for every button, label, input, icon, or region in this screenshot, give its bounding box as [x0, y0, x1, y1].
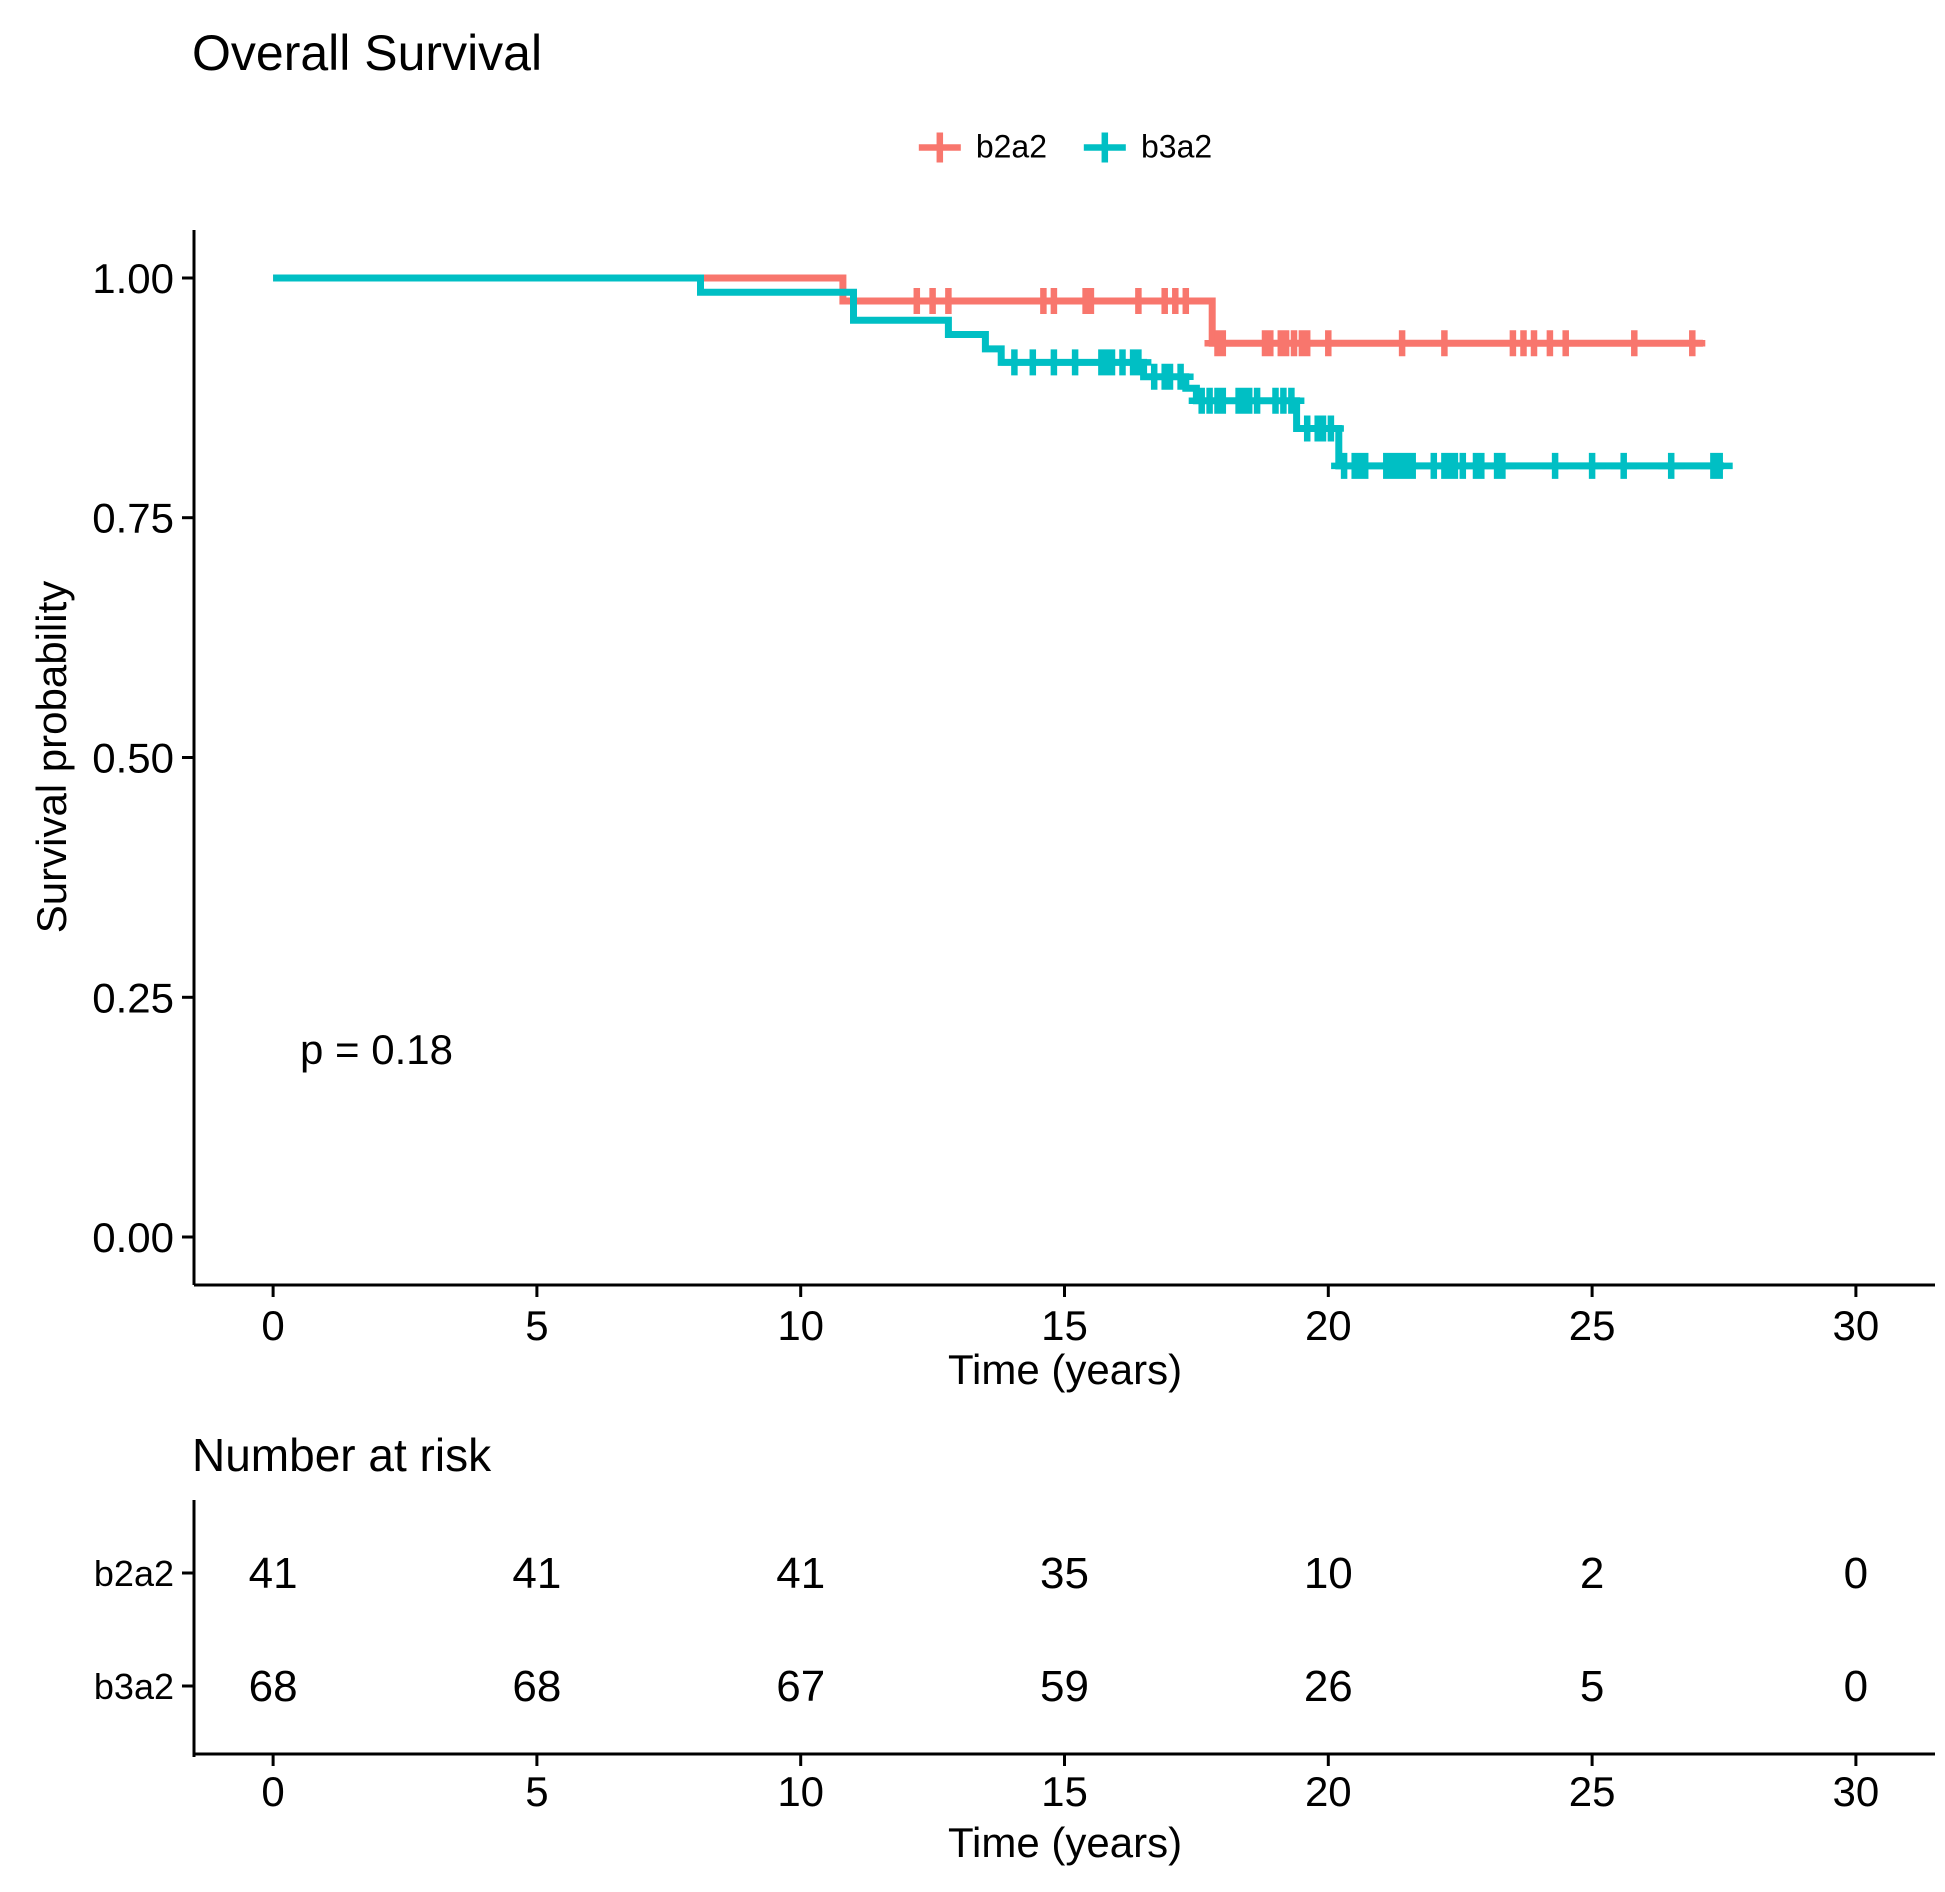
survival-curve-b3a2 [273, 274, 1724, 470]
risk-row-label-b3a2: b3a2 [94, 1666, 174, 1707]
risk-x-tick-label: 25 [1569, 1768, 1616, 1815]
y-axis-title: Survival probability [28, 580, 75, 934]
x-axis-title: Time (years) [947, 1346, 1183, 1393]
risk-row-label-b2a2: b2a2 [94, 1553, 174, 1594]
y-tick-label: 1.00 [92, 255, 174, 302]
x-tick-label: 10 [777, 1302, 824, 1349]
legend-label: b3a2 [1141, 128, 1213, 165]
risk-x-tick-label: 20 [1305, 1768, 1352, 1815]
x-tick-label: 25 [1569, 1302, 1616, 1349]
risk-count-cell: 10 [1304, 1549, 1353, 1598]
risk-count-cell: 41 [249, 1549, 298, 1598]
risk-table-title: Number at risk [192, 1429, 492, 1481]
risk-count-cell: 41 [776, 1549, 825, 1598]
risk-count-cell: 35 [1040, 1549, 1089, 1598]
legend-item-b3a2: b3a2 [1083, 129, 1212, 166]
risk-count-cell: 67 [776, 1662, 825, 1711]
x-tick-label: 20 [1305, 1302, 1352, 1349]
risk-x-tick-label: 15 [1041, 1768, 1088, 1815]
x-tick-label: 5 [525, 1302, 548, 1349]
risk-count-cell: 26 [1304, 1662, 1353, 1711]
legend-plus-icon [918, 129, 962, 165]
y-tick-label: 0.50 [92, 735, 174, 782]
risk-table-x-axis-title: Time (years) [947, 1819, 1183, 1866]
legend-item-b2a2: b2a2 [918, 129, 1047, 166]
censor-marks-b3a2 [1001, 349, 1733, 479]
risk-x-tick-label: 0 [261, 1768, 284, 1815]
chart-title: Overall Survival [192, 25, 543, 81]
p-value-annotation: p = 0.18 [300, 1026, 453, 1073]
risk-x-tick-label: 5 [525, 1768, 548, 1815]
risk-count-cell: 68 [249, 1662, 298, 1711]
y-tick-label: 0.00 [92, 1214, 174, 1261]
x-tick-label: 30 [1833, 1302, 1880, 1349]
censor-marks-b2a2 [903, 288, 1706, 357]
x-tick-label: 0 [261, 1302, 284, 1349]
risk-count-cell: 5 [1580, 1662, 1604, 1711]
x-tick-label: 15 [1041, 1302, 1088, 1349]
risk-count-cell: 2 [1580, 1549, 1604, 1598]
risk-count-cell: 0 [1844, 1662, 1868, 1711]
risk-count-cell: 41 [512, 1549, 561, 1598]
legend: b2a2 b3a2 [918, 129, 1212, 166]
risk-count-cell: 59 [1040, 1662, 1089, 1711]
risk-x-tick-label: 30 [1833, 1768, 1880, 1815]
y-tick-label: 0.75 [92, 495, 174, 542]
legend-label: b2a2 [975, 128, 1047, 165]
risk-x-tick-label: 10 [777, 1768, 824, 1815]
risk-count-cell: 68 [512, 1662, 561, 1711]
y-tick-label: 0.25 [92, 974, 174, 1021]
risk-count-cell: 0 [1844, 1549, 1868, 1598]
legend-plus-icon [1083, 129, 1127, 165]
